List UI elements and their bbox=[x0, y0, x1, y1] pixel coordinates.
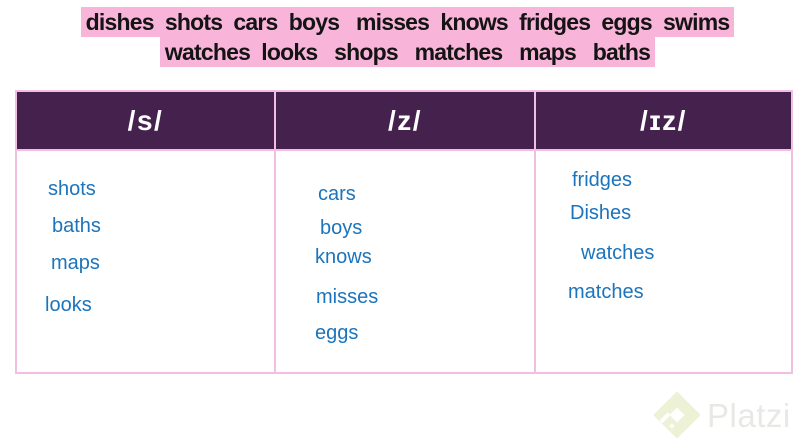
word-shots: shots bbox=[48, 178, 96, 200]
word-matches: matches bbox=[568, 281, 644, 303]
word-maps: maps bbox=[51, 252, 100, 274]
column-s-cell: shots baths maps looks bbox=[15, 149, 276, 374]
word-bank-line-2: watches looks shops matches maps baths bbox=[22, 37, 793, 67]
column-header-s: /s/ bbox=[15, 90, 276, 151]
word-bank-line-1-text: dishes shots cars boys misses knows frid… bbox=[80, 7, 735, 37]
word-boys: boys bbox=[320, 217, 363, 239]
word-bank: dishes shots cars boys misses knows frid… bbox=[22, 7, 793, 67]
word-misses: misses bbox=[316, 286, 379, 308]
platzi-logo-icon bbox=[654, 391, 700, 439]
platzi-watermark: Platzi bbox=[654, 390, 791, 442]
word-watches: watches bbox=[581, 242, 655, 264]
word-baths: baths bbox=[52, 215, 101, 237]
word-fridges: fridges bbox=[572, 169, 633, 191]
word-bank-line-2-text: watches looks shops matches maps baths bbox=[159, 37, 656, 67]
column-iz-cell: fridges Dishes watches matches bbox=[534, 149, 793, 374]
table-header-row: /s/ /z/ /ɪz/ bbox=[15, 90, 793, 151]
platzi-logo-text: Platzi bbox=[707, 397, 791, 434]
table-body-row: shots baths maps looks cars boys knows m… bbox=[15, 149, 793, 374]
pronunciation-table: /s/ /z/ /ɪz/ shots baths maps looks cars… bbox=[15, 90, 793, 374]
word-cars: cars bbox=[318, 183, 356, 205]
word-eggs: eggs bbox=[315, 322, 359, 344]
word-bank-line-1: dishes shots cars boys misses knows frid… bbox=[22, 7, 793, 37]
column-header-iz: /ɪz/ bbox=[534, 90, 793, 151]
word-looks: looks bbox=[45, 294, 92, 316]
word-dishes: Dishes bbox=[570, 202, 632, 224]
column-header-z: /z/ bbox=[274, 90, 536, 151]
column-z-cell: cars boys knows misses eggs bbox=[274, 149, 536, 374]
word-knows: knows bbox=[315, 246, 372, 268]
